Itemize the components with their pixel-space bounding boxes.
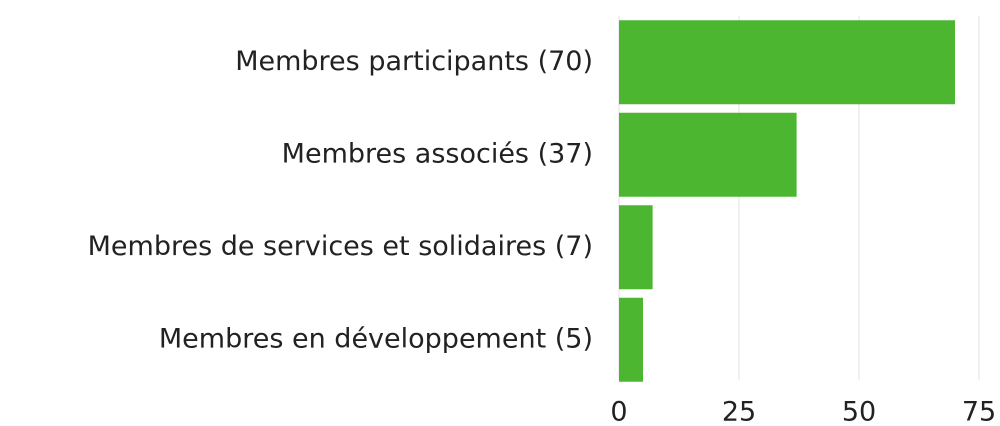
y-tick-label: Membres de services et solidaires (7) (88, 231, 593, 262)
bar (619, 20, 955, 105)
y-tick-label: Membres associés (37) (282, 138, 593, 169)
bar (619, 112, 797, 197)
bar (619, 297, 643, 382)
y-tick-label: Membres en développement (5) (159, 323, 593, 354)
x-tick-label: 50 (842, 397, 876, 426)
x-tick-label: 25 (722, 397, 756, 426)
y-tick-label: Membres participants (70) (235, 46, 593, 77)
bar (619, 205, 653, 290)
x-tick-label: 75 (962, 397, 996, 426)
x-tick-label: 0 (610, 397, 627, 426)
